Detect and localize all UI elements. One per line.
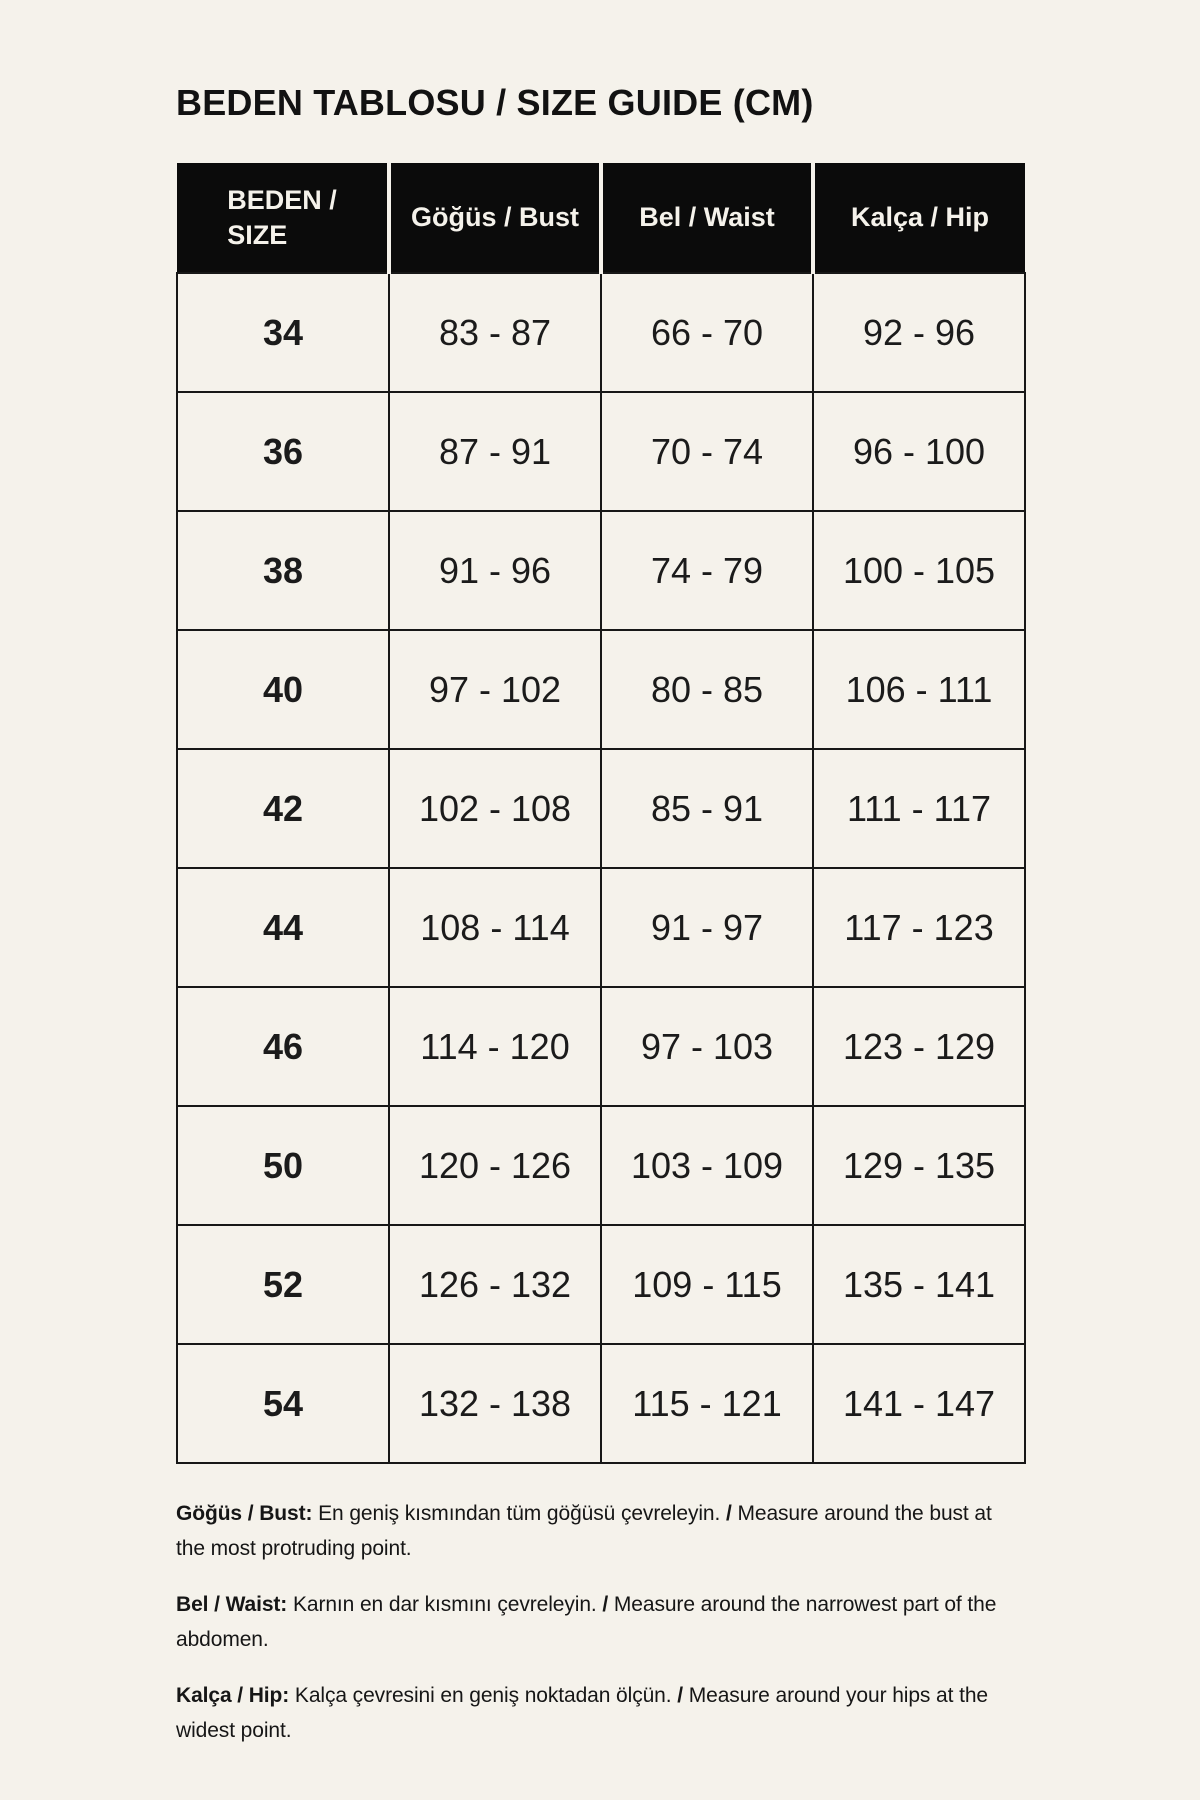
bust-cell: 120 - 126 bbox=[388, 1105, 602, 1226]
table-header-row: BEDEN / SIZE Göğüs / Bust Bel / Waist Kal… bbox=[177, 163, 1025, 273]
note-hip-tr: Kalça çevresini en geniş noktadan ölçün. bbox=[294, 1684, 672, 1707]
table-row: 38 91 - 96 74 - 79 100 - 105 bbox=[176, 510, 1026, 631]
table-row: 44 108 - 114 91 - 97 117 - 123 bbox=[176, 867, 1026, 988]
bust-cell: 87 - 91 bbox=[388, 391, 602, 512]
waist-cell: 109 - 115 bbox=[600, 1224, 814, 1345]
note-waist-slash: / bbox=[602, 1593, 609, 1616]
header-cell-waist: Bel / Waist bbox=[599, 163, 813, 273]
table-row: 42 102 - 108 85 - 91 111 - 117 bbox=[176, 748, 1026, 869]
note-bust-label: Göğüs / Bust: bbox=[176, 1502, 313, 1525]
bust-cell: 97 - 102 bbox=[388, 629, 602, 750]
header-cell-size: BEDEN / SIZE bbox=[177, 163, 389, 273]
header-size-line2: SIZE bbox=[227, 219, 288, 250]
table-row: 54 132 - 138 115 - 121 141 - 147 bbox=[176, 1343, 1026, 1464]
hip-cell: 111 - 117 bbox=[812, 748, 1026, 869]
hip-cell: 135 - 141 bbox=[812, 1224, 1026, 1345]
header-size-line1: BEDEN / bbox=[227, 184, 337, 215]
note-bust-tr: En geniş kısmından tüm göğüsü çevreleyin… bbox=[318, 1502, 721, 1525]
size-cell: 38 bbox=[176, 510, 390, 631]
hip-cell: 92 - 96 bbox=[812, 272, 1026, 393]
header-size-label: BEDEN / SIZE bbox=[227, 183, 337, 253]
table-row: 36 87 - 91 70 - 74 96 - 100 bbox=[176, 391, 1026, 512]
waist-cell: 91 - 97 bbox=[600, 867, 814, 988]
hip-cell: 106 - 111 bbox=[812, 629, 1026, 750]
bust-cell: 83 - 87 bbox=[388, 272, 602, 393]
measurement-notes: Göğüs / Bust: En geniş kısmından tüm göğ… bbox=[176, 1496, 998, 1748]
waist-cell: 97 - 103 bbox=[600, 986, 814, 1107]
size-cell: 34 bbox=[176, 272, 390, 393]
table-row: 40 97 - 102 80 - 85 106 - 111 bbox=[176, 629, 1026, 750]
page-content: BEDEN TABLOSU / SIZE GUIDE (CM) BEDEN / S… bbox=[176, 82, 1026, 1748]
hip-cell: 123 - 129 bbox=[812, 986, 1026, 1107]
bust-cell: 102 - 108 bbox=[388, 748, 602, 869]
size-cell: 40 bbox=[176, 629, 390, 750]
hip-cell: 117 - 123 bbox=[812, 867, 1026, 988]
waist-cell: 70 - 74 bbox=[600, 391, 814, 512]
note-waist: Bel / Waist: Karnın en dar kısmını çevre… bbox=[176, 1587, 998, 1657]
page-title: BEDEN TABLOSU / SIZE GUIDE (CM) bbox=[176, 82, 814, 123]
note-bust-en: Measure around the bust at the most prot… bbox=[176, 1502, 992, 1560]
size-guide-table: BEDEN / SIZE Göğüs / Bust Bel / Waist Kal… bbox=[176, 163, 1026, 1464]
size-cell: 46 bbox=[176, 986, 390, 1107]
note-waist-en: Measure around the narrowest part of the… bbox=[176, 1593, 997, 1651]
hip-cell: 96 - 100 bbox=[812, 391, 1026, 512]
waist-cell: 103 - 109 bbox=[600, 1105, 814, 1226]
header-cell-bust: Göğüs / Bust bbox=[387, 163, 601, 273]
table-row: 34 83 - 87 66 - 70 92 - 96 bbox=[176, 272, 1026, 393]
bust-cell: 108 - 114 bbox=[388, 867, 602, 988]
size-cell: 50 bbox=[176, 1105, 390, 1226]
size-cell: 36 bbox=[176, 391, 390, 512]
hip-cell: 129 - 135 bbox=[812, 1105, 1026, 1226]
note-waist-label: Bel / Waist: bbox=[176, 1593, 288, 1616]
note-bust: Göğüs / Bust: En geniş kısmından tüm göğ… bbox=[176, 1496, 998, 1566]
waist-cell: 80 - 85 bbox=[600, 629, 814, 750]
size-cell: 54 bbox=[176, 1343, 390, 1464]
table-row: 52 126 - 132 109 - 115 135 - 141 bbox=[176, 1224, 1026, 1345]
bust-cell: 132 - 138 bbox=[388, 1343, 602, 1464]
header-cell-hip: Kalça / Hip bbox=[811, 163, 1025, 273]
size-cell: 44 bbox=[176, 867, 390, 988]
note-hip: Kalça / Hip: Kalça çevresini en geniş no… bbox=[176, 1678, 998, 1748]
bust-cell: 114 - 120 bbox=[388, 986, 602, 1107]
size-cell: 52 bbox=[176, 1224, 390, 1345]
hip-cell: 141 - 147 bbox=[812, 1343, 1026, 1464]
waist-cell: 115 - 121 bbox=[600, 1343, 814, 1464]
note-hip-slash: / bbox=[677, 1684, 683, 1707]
note-bust-slash: / bbox=[725, 1502, 732, 1525]
waist-cell: 85 - 91 bbox=[600, 748, 814, 869]
note-hip-label: Kalça / Hip: bbox=[176, 1684, 290, 1707]
waist-cell: 66 - 70 bbox=[600, 272, 814, 393]
bust-cell: 91 - 96 bbox=[388, 510, 602, 631]
table-row: 46 114 - 120 97 - 103 123 - 129 bbox=[176, 986, 1026, 1107]
note-hip-en: Measure around your hips at the widest p… bbox=[176, 1684, 988, 1742]
size-cell: 42 bbox=[176, 748, 390, 869]
note-waist-tr: Karnın en dar kısmını çevreleyin. bbox=[292, 1593, 597, 1616]
waist-cell: 74 - 79 bbox=[600, 510, 814, 631]
bust-cell: 126 - 132 bbox=[388, 1224, 602, 1345]
hip-cell: 100 - 105 bbox=[812, 510, 1026, 631]
table-row: 50 120 - 126 103 - 109 129 - 135 bbox=[176, 1105, 1026, 1226]
